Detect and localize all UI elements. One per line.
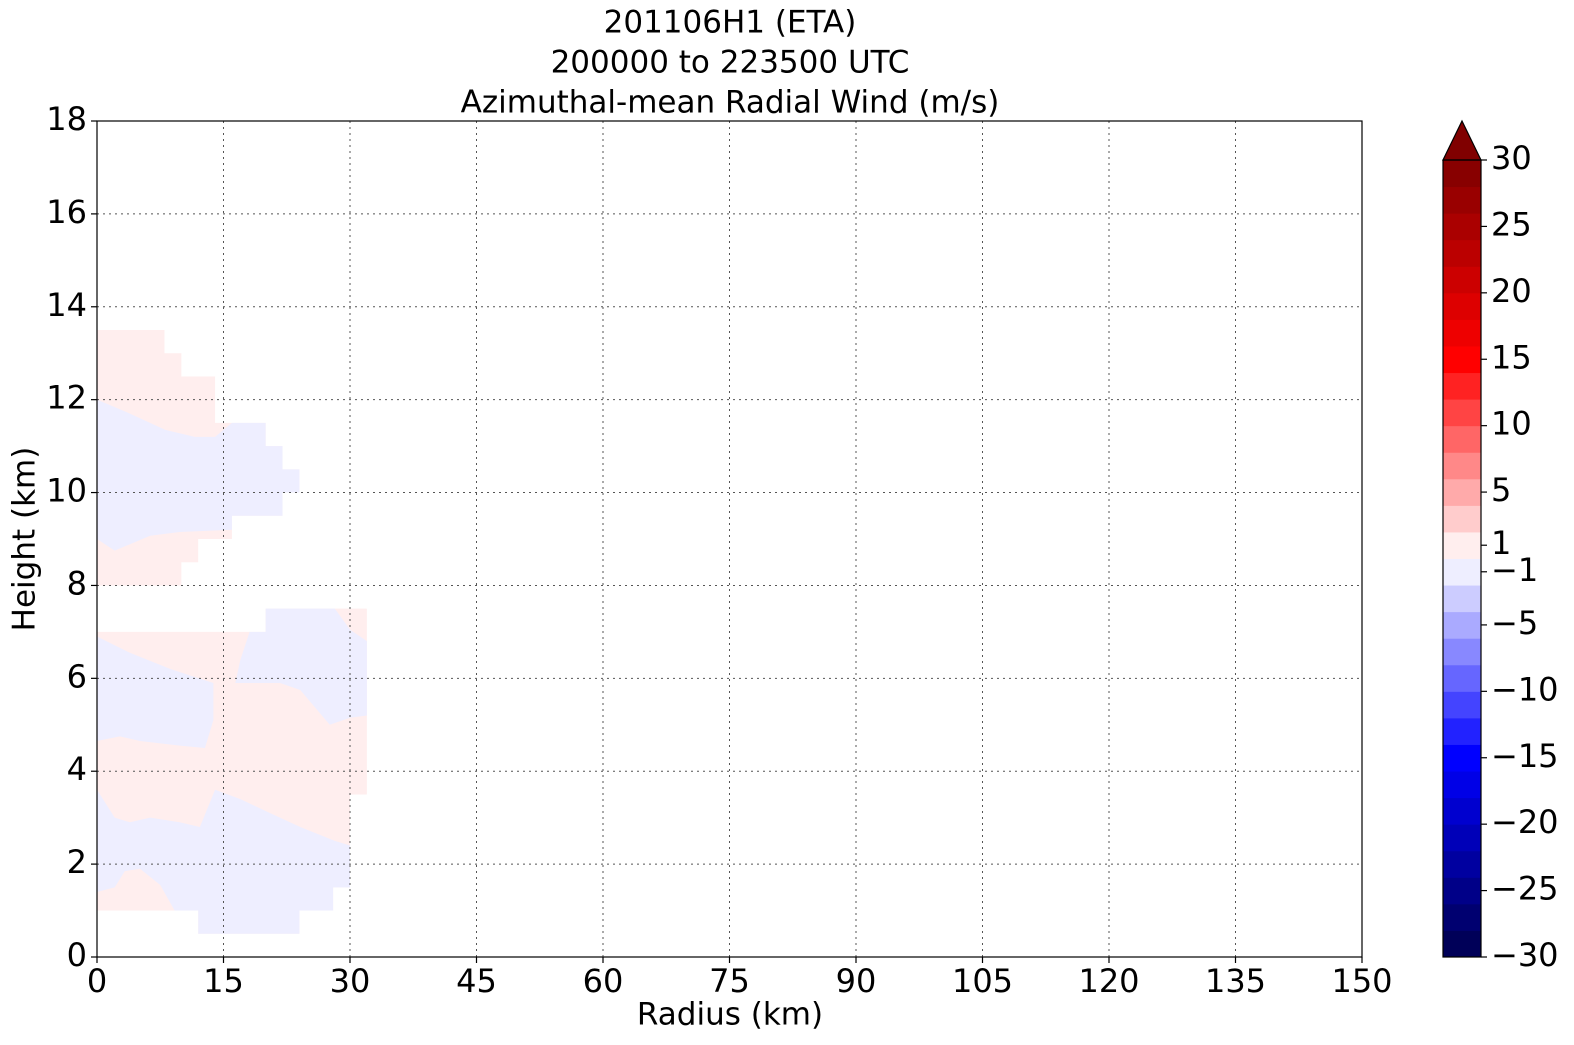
x-tick-label: 15: [203, 962, 244, 1000]
colorbar-frame: [1442, 159, 1482, 958]
colorbar-band: [1443, 558, 1481, 586]
colorbar-tick-label: −30: [1491, 936, 1559, 974]
colorbar-band: [1443, 452, 1481, 480]
x-tick-label: 0: [87, 962, 107, 1000]
colorbar-tick-label: 1: [1491, 524, 1511, 562]
colorbar-band: [1443, 425, 1481, 453]
colorbar-band: [1443, 372, 1481, 400]
colorbar-extend: [1442, 119, 1482, 161]
x-tick-label: 60: [583, 962, 624, 1000]
title-line: Azimuthal-mean Radial Wind (m/s): [461, 85, 1000, 121]
colorbar-band: [1443, 478, 1481, 506]
y-tick-label: 0: [67, 936, 87, 974]
x-tick-label: 90: [836, 962, 877, 1000]
colorbar-band: [1443, 319, 1481, 347]
colorbar-band: [1443, 824, 1481, 852]
colorbar-tick-label: 5: [1491, 471, 1511, 509]
y-tick-label: 6: [67, 657, 87, 695]
y-tick-label: 16: [46, 193, 87, 231]
colorbar-band: [1443, 266, 1481, 294]
x-axis-label: Radius (km): [637, 997, 823, 1033]
x-tick-label: 105: [952, 962, 1013, 1000]
colorbar-tick-label: −1: [1491, 551, 1538, 589]
colorbar-band: [1443, 399, 1481, 427]
colorbar-band: [1443, 850, 1481, 878]
colorbar-band: [1443, 877, 1481, 905]
title-line: 201106H1 (ETA): [604, 5, 857, 41]
colorbar-band: [1443, 186, 1481, 214]
colorbar-band: [1443, 345, 1481, 374]
title-line: 200000 to 223500 UTC: [551, 45, 910, 81]
plot-frame: [96, 120, 1363, 958]
colorbar-band: [1443, 638, 1481, 666]
colorbar-band: [1443, 664, 1481, 692]
colorbar-tick-label: −20: [1491, 803, 1559, 841]
colorbar-tick-label: −10: [1491, 670, 1559, 708]
x-tick-label: 150: [1331, 962, 1392, 1000]
colorbar-band: [1443, 930, 1481, 958]
colorbar-band: [1443, 239, 1481, 267]
y-axis-label: Height (km): [7, 447, 43, 632]
colorbar-tick-label: −5: [1491, 604, 1538, 642]
colorbar-band: [1443, 585, 1481, 613]
colorbar-band: [1443, 505, 1481, 533]
colorbar-tick-label: 20: [1491, 272, 1532, 310]
contour-fill: [97, 789, 350, 934]
colorbar-band: [1443, 771, 1481, 799]
x-tick-label: 120: [1078, 962, 1139, 1000]
y-tick-label: 12: [46, 379, 87, 417]
x-tick-label: 30: [330, 962, 371, 1000]
colorbar-tick-label: 15: [1491, 338, 1532, 376]
colorbar-band: [1443, 797, 1481, 825]
y-tick-label: 2: [67, 843, 87, 881]
colorbar-band: [1443, 531, 1481, 559]
contour-fill: [97, 636, 214, 748]
y-tick-label: 10: [46, 472, 87, 510]
contour-fill: [235, 608, 367, 725]
contour-fill: [97, 399, 300, 551]
colorbar-band: [1443, 213, 1481, 241]
colorbar-band: [1443, 744, 1481, 772]
y-tick-label: 18: [46, 100, 87, 138]
colorbar-band: [1443, 717, 1481, 745]
colorbar-band: [1443, 611, 1481, 639]
colorbar-tick-label: 10: [1491, 405, 1532, 443]
colorbar-band: [1443, 903, 1481, 931]
x-tick-label: 135: [1205, 962, 1266, 1000]
x-tick-label: 45: [456, 962, 497, 1000]
colorbar-band: [1443, 691, 1481, 719]
colorbar-tick-label: −15: [1491, 737, 1559, 775]
y-tick-label: 14: [46, 286, 87, 324]
colorbar-band: [1443, 160, 1481, 188]
colorbar-band: [1443, 292, 1481, 320]
y-tick-label: 8: [67, 564, 87, 602]
x-tick-label: 75: [709, 962, 750, 1000]
y-tick-label: 4: [67, 750, 87, 788]
colorbar-tick-label: 25: [1491, 205, 1532, 243]
colorbar-tick-label: 30: [1491, 139, 1532, 177]
colorbar-tick-label: −25: [1491, 870, 1559, 908]
